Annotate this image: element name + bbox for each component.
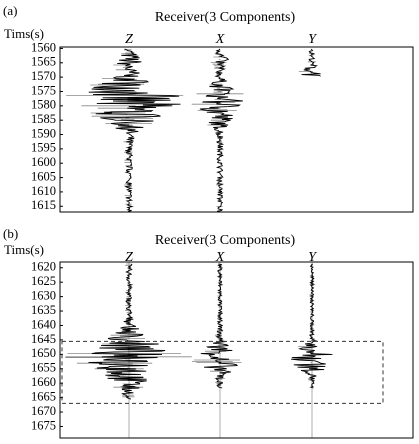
y-tick-label: 1625 bbox=[31, 274, 56, 288]
y-tick-label: 1650 bbox=[31, 346, 56, 360]
channel-label: X bbox=[215, 32, 225, 47]
y-tick-label: 1605 bbox=[31, 169, 56, 183]
waveform-spread bbox=[298, 48, 316, 75]
waveform bbox=[200, 263, 238, 389]
y-tick-label: 1560 bbox=[31, 40, 56, 54]
panel-label: (a) bbox=[3, 3, 17, 18]
waveform bbox=[88, 48, 181, 212]
y-tick-label: 1635 bbox=[31, 303, 56, 317]
y-axis-label: Tims(s) bbox=[4, 26, 44, 41]
channel-label: Z bbox=[125, 32, 133, 47]
waveform-spread bbox=[297, 265, 318, 381]
channel-label: Y bbox=[308, 250, 318, 265]
waveform bbox=[291, 263, 333, 389]
channel-label: X bbox=[215, 250, 225, 265]
y-tick-label: 1645 bbox=[31, 332, 56, 346]
y-tick-label: 1585 bbox=[31, 112, 56, 126]
y-tick-label: 1665 bbox=[31, 389, 56, 403]
waveform bbox=[199, 48, 243, 212]
chart-title: Receiver(3 Components) bbox=[155, 10, 296, 25]
plot-frame bbox=[59, 46, 414, 213]
y-tick-label: 1595 bbox=[31, 141, 56, 155]
y-tick-label: 1590 bbox=[31, 126, 56, 140]
y-tick-label: 1630 bbox=[31, 288, 56, 302]
y-tick-label: 1670 bbox=[31, 404, 56, 418]
highlight-box bbox=[61, 340, 384, 404]
panel-label: (b) bbox=[3, 226, 18, 241]
waveform bbox=[301, 48, 321, 77]
y-tick-label: 1580 bbox=[31, 98, 56, 112]
channel-label: Z bbox=[125, 250, 133, 265]
y-tick-label: 1640 bbox=[31, 317, 56, 331]
y-axis-label: Tims(s) bbox=[4, 242, 44, 257]
y-tick-label: 1675 bbox=[31, 418, 56, 432]
channel-label: Y bbox=[308, 32, 318, 47]
y-tick-label: 1620 bbox=[31, 260, 56, 274]
y-tick-label: 1615 bbox=[31, 198, 56, 212]
panel: (a) Receiver(3 Components) Tims(s)15601565… bbox=[3, 3, 414, 213]
y-tick-label: 1610 bbox=[31, 184, 56, 198]
waveform-spread bbox=[192, 270, 242, 386]
y-tick-label: 1570 bbox=[31, 69, 56, 83]
y-tick-label: 1600 bbox=[31, 155, 56, 169]
y-tick-label: 1565 bbox=[31, 55, 56, 69]
waveform bbox=[88, 263, 166, 400]
plot-frame bbox=[59, 261, 414, 439]
y-tick-label: 1655 bbox=[31, 361, 56, 375]
y-tick-label: 1575 bbox=[31, 83, 56, 97]
y-tick-label: 1660 bbox=[31, 375, 56, 389]
panel: (b) Receiver(3 Components) Tims(s) 16201625… bbox=[3, 226, 414, 439]
chart-title: Receiver(3 Components) bbox=[155, 233, 296, 248]
